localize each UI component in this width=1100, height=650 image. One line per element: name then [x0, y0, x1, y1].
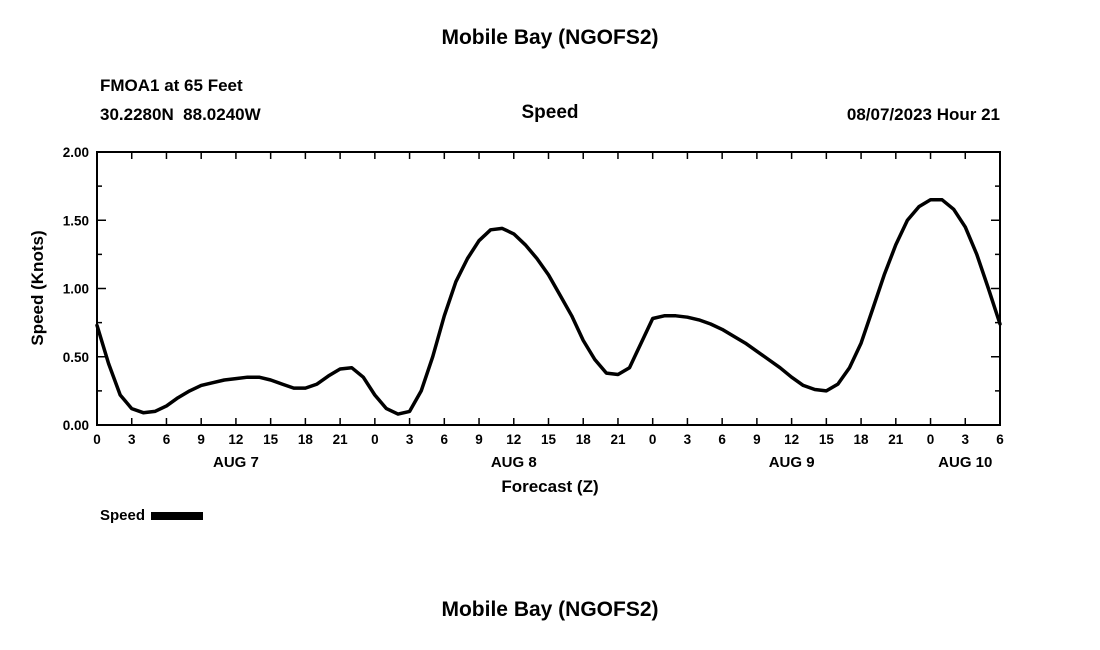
x-tick-label: 9: [475, 432, 483, 447]
x-day-label: AUG 9: [769, 454, 815, 471]
x-tick-label: 9: [197, 432, 205, 447]
x-tick-label: 9: [753, 432, 761, 447]
station-coordinates: 30.2280N 88.0240W: [100, 105, 261, 124]
x-tick-label: 0: [93, 432, 101, 447]
y-tick-label: 1.00: [63, 282, 89, 297]
x-tick-label: 0: [927, 432, 935, 447]
x-tick-label: 6: [441, 432, 449, 447]
x-tick-label: 18: [576, 432, 592, 447]
x-tick-label: 21: [333, 432, 349, 447]
station-name: FMOA1 at 65 Feet: [100, 76, 243, 95]
series-line-speed: [95, 198, 1002, 416]
y-tick-label: 0.50: [63, 350, 89, 365]
x-day-label: AUG 10: [938, 454, 992, 471]
x-day-label: AUG 8: [491, 454, 537, 471]
x-axis-label: Forecast (Z): [501, 477, 599, 496]
x-tick-label: 18: [298, 432, 314, 447]
x-tick-label: 6: [718, 432, 726, 447]
x-tick-label: 0: [649, 432, 657, 447]
x-day-label: AUG 7: [213, 454, 259, 471]
chart-subtitle: Speed: [521, 102, 579, 123]
page-title: Mobile Bay (NGOFS2): [441, 26, 659, 49]
x-tick-label: 3: [128, 432, 136, 447]
x-tick-label: 6: [996, 432, 1004, 447]
x-tick-label: 3: [406, 432, 414, 447]
x-tick-label: 12: [506, 432, 521, 447]
plot-frame: [96, 151, 1001, 426]
x-tick-label: 12: [228, 432, 243, 447]
y-tick-label: 0.00: [63, 418, 89, 433]
x-tick-label: 18: [854, 432, 870, 447]
legend-line-swatch: [151, 511, 204, 520]
chart-legend: Speed: [100, 507, 204, 524]
y-tick-label: 1.50: [63, 213, 89, 228]
x-tick-label: 3: [962, 432, 970, 447]
y-tick-label: 2.00: [63, 145, 89, 160]
x-tick-label: 21: [888, 432, 904, 447]
x-tick-label: 12: [784, 432, 799, 447]
x-tick-label: 15: [541, 432, 557, 447]
second-chart-title: Mobile Bay (NGOFS2): [441, 598, 659, 621]
x-tick-label: 15: [263, 432, 279, 447]
x-tick-label: 21: [610, 432, 626, 447]
x-tick-label: 0: [371, 432, 379, 447]
x-tick-label: 3: [684, 432, 692, 447]
x-tick-label: 15: [819, 432, 835, 447]
legend-label: Speed: [100, 507, 146, 524]
x-tick-label: 6: [163, 432, 171, 447]
forecast-datetime: 08/07/2023 Hour 21: [846, 105, 1000, 124]
